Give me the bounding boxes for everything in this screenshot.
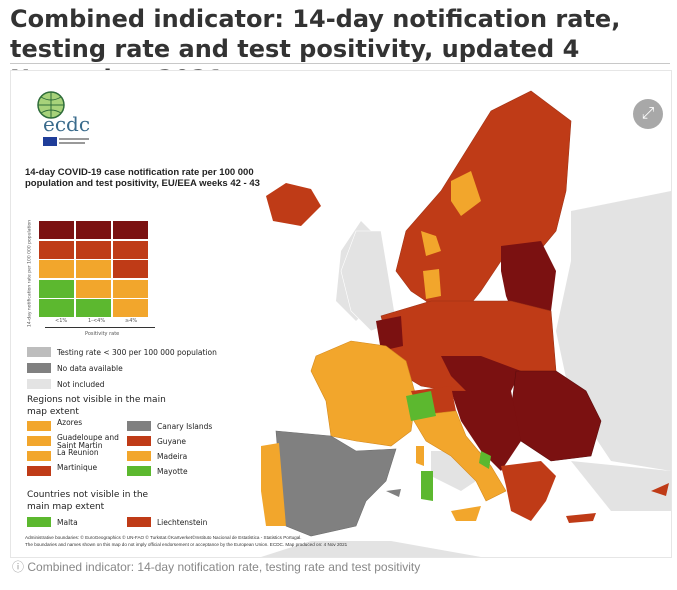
matrix-cell xyxy=(113,260,148,278)
greece xyxy=(501,461,556,521)
x-tick: 1-<4% xyxy=(88,318,106,324)
matrix-cell xyxy=(76,299,111,317)
czech-slovakia-hungary xyxy=(441,356,521,391)
uk-ireland xyxy=(340,230,397,332)
svg-text:ecdc: ecdc xyxy=(43,112,90,136)
matrix-cell xyxy=(76,260,111,278)
north-italy-green xyxy=(406,391,436,421)
cyprus xyxy=(651,483,669,496)
crete xyxy=(566,513,596,523)
legend-label: Testing rate < 300 per 100 000 populatio… xyxy=(57,348,217,357)
legend-swatch xyxy=(127,421,151,431)
legend-label: Malta xyxy=(57,518,78,527)
sardinia xyxy=(421,471,433,501)
legend-swatch xyxy=(27,363,51,373)
x-tick: ≥4% xyxy=(125,318,138,324)
combined-indicator-map[interactable]: ⤢ ecdc 14-day COVID-19 case notification… xyxy=(10,70,672,558)
matrix-cell xyxy=(113,240,148,259)
legend-swatch xyxy=(127,466,151,476)
spain xyxy=(275,430,397,537)
matrix-cell xyxy=(39,299,74,317)
map-footer: Administrative boundaries: © EuroGeograp… xyxy=(25,534,347,548)
balkans xyxy=(451,391,521,471)
legend-title: 14-day COVID-19 case notification rate p… xyxy=(25,167,260,189)
legend-swatch xyxy=(27,436,51,446)
x-axis-label: Positivity rate xyxy=(85,331,120,337)
legend-swatch xyxy=(127,517,151,527)
portugal xyxy=(261,443,286,526)
matrix-cell xyxy=(113,221,148,239)
footer-line: Administrative boundaries: © EuroGeograp… xyxy=(25,535,302,540)
matrix-cell xyxy=(113,299,148,317)
expand-map-button[interactable]: ⤢ xyxy=(633,99,663,129)
iceland xyxy=(266,183,321,226)
matrix-cell xyxy=(39,221,74,239)
france xyxy=(310,340,417,447)
x-axis-arrow xyxy=(45,327,155,328)
matrix-cell xyxy=(76,279,111,298)
legend-swatch xyxy=(27,451,51,461)
matrix-cell xyxy=(76,221,111,239)
regions-title: Regions not visible in the main map exte… xyxy=(27,395,166,417)
legend-label: Martinique xyxy=(57,463,98,472)
ecdc-logo: ecdc xyxy=(37,91,90,146)
matrix-cell xyxy=(39,279,74,298)
divider xyxy=(10,63,670,64)
legend-swatch xyxy=(27,421,51,431)
countries-title: Countries not visible in the main map ex… xyxy=(27,490,149,512)
x-tick: <1% xyxy=(55,318,68,324)
norway-orange xyxy=(421,231,441,256)
sicily xyxy=(451,506,481,521)
legend-label: Mayotte xyxy=(157,467,188,476)
matrix-cell xyxy=(113,279,148,298)
legend-label: Guadeloupe and Saint Martin xyxy=(57,433,119,450)
matrix-cell xyxy=(76,240,111,259)
corsica xyxy=(416,446,424,466)
legend-swatch xyxy=(27,466,51,476)
europe-map xyxy=(261,90,671,557)
benelux xyxy=(376,316,403,351)
figure-caption: ⓘ Combined indicator: 14-day notificatio… xyxy=(12,558,420,575)
legend-swatch xyxy=(127,436,151,446)
legend-swatch xyxy=(27,379,51,389)
legend-label: No data available xyxy=(57,364,123,373)
page-title: Combined indicator: 14-day notification … xyxy=(10,5,621,93)
footer-line: The boundaries and names shown on this m… xyxy=(25,542,348,547)
italy xyxy=(410,410,507,502)
matrix-cell xyxy=(39,260,74,278)
legend-label: Liechtenstein xyxy=(157,518,208,527)
legend-label: Canary Islands xyxy=(157,422,213,431)
balearic xyxy=(386,489,401,497)
legend-label: Not included xyxy=(57,380,105,389)
baltics xyxy=(501,241,556,321)
legend-label: La Reunion xyxy=(57,448,99,457)
legend-swatch xyxy=(127,451,151,461)
italy-south-green xyxy=(479,451,491,469)
sweden-orange xyxy=(451,171,481,216)
info-icon: ⓘ xyxy=(12,560,25,574)
matrix-cell xyxy=(39,240,74,259)
denmark xyxy=(423,269,441,299)
legend-label: Madeira xyxy=(157,452,188,461)
legend-label: Guyane xyxy=(157,437,186,446)
expand-icon: ⤢ xyxy=(641,105,655,122)
legend-label: Azores xyxy=(57,418,83,427)
legend-swatch xyxy=(27,347,51,357)
caption-text: Combined indicator: 14-day notification … xyxy=(27,560,421,574)
legend-swatch xyxy=(27,517,51,527)
y-axis-label: 14-day notification rate per 100 000 pop… xyxy=(27,219,33,328)
